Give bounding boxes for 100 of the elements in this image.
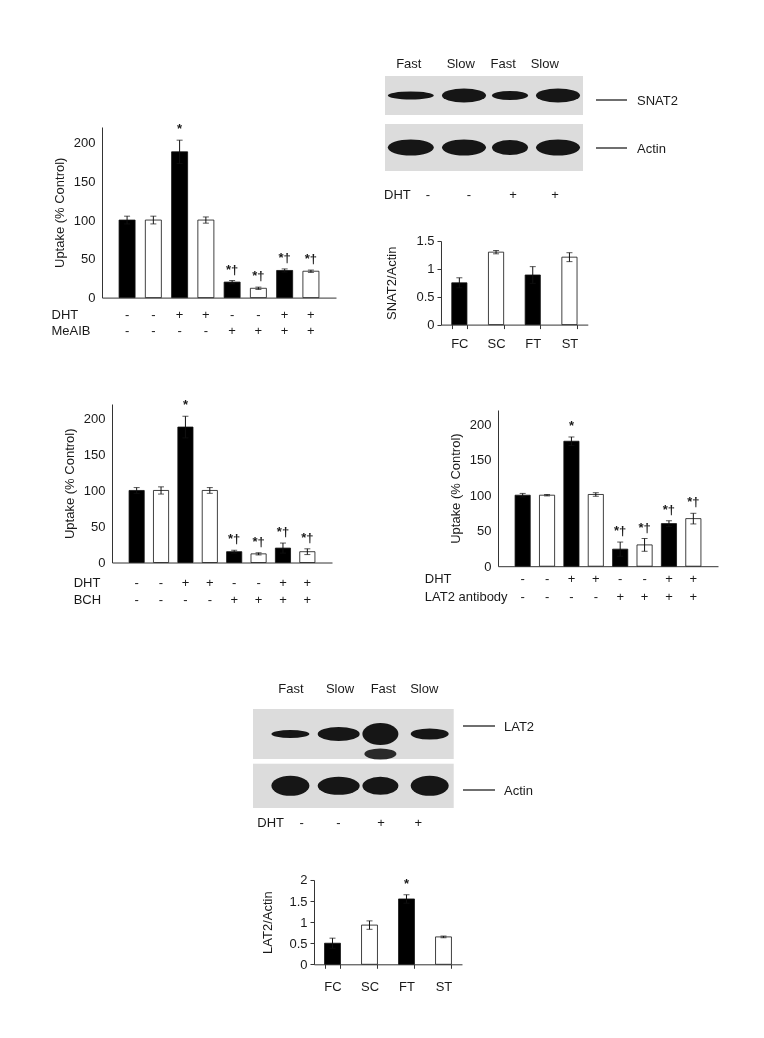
text: - — [336, 814, 341, 830]
x-tick-label: + - — [201, 306, 210, 338]
x-tick-label: + + — [280, 306, 289, 338]
y-tick-label: 1.5 — [288, 893, 307, 909]
text: + — [551, 186, 559, 202]
y-tick-label: 200 — [84, 410, 106, 426]
data-label: *† — [277, 523, 290, 539]
category-label: Slow — [530, 55, 559, 71]
y-tick-label: 50 — [80, 251, 96, 267]
text: DHT — [424, 570, 452, 586]
text: LAT2 antibody — [424, 588, 508, 604]
data-label: * — [183, 396, 190, 412]
x-tick-label: + - — [591, 570, 600, 604]
x-tick-label: + - — [567, 570, 575, 604]
x-tick-label: + + — [279, 574, 288, 606]
x-tick-label: - + — [228, 306, 236, 338]
x-tick-label: + + — [303, 574, 312, 606]
category-label: Actin — [637, 140, 666, 156]
y-tick-label: 0.5 — [288, 935, 307, 951]
y-tick-label: 100 — [73, 212, 96, 228]
text: MeAIB — [51, 322, 91, 338]
y-tick-label: 0 — [483, 558, 492, 574]
x-tick-label: + - — [175, 306, 184, 338]
y-tick-label: 1 — [299, 914, 307, 930]
x-tick-label: - + — [230, 574, 239, 606]
y-tick-label: 1 — [427, 261, 435, 277]
y-tick-label: 200 — [73, 134, 96, 150]
x-tick-label: - + — [615, 570, 624, 604]
x-tick-label: - - — [134, 574, 140, 606]
x-tick-label: + + — [664, 570, 673, 604]
data-label: *† — [252, 533, 266, 549]
category-label: Fast — [396, 55, 422, 71]
x-tick-label: FC — [323, 978, 342, 994]
y-tick-label: 0 — [427, 317, 435, 333]
x-tick-label: + - — [181, 574, 190, 606]
y-axis-title: Uptake (% Control) — [62, 427, 78, 539]
data-label: *† — [613, 523, 626, 539]
category-label: Fast — [490, 55, 516, 71]
y-axis-title: SNAT2/Actin — [384, 246, 400, 321]
data-label: *† — [225, 261, 238, 277]
data-label: *† — [686, 494, 700, 510]
category-label: Actin — [503, 782, 533, 798]
x-tick-label: - + — [640, 570, 648, 604]
data-label: *† — [251, 267, 265, 283]
x-tick-label: FT — [525, 335, 542, 351]
y-tick-label: 2 — [299, 872, 307, 888]
data-label: *† — [638, 519, 651, 535]
category-label: Slow — [446, 55, 475, 71]
text: - — [466, 186, 472, 202]
x-tick-label: - - — [124, 306, 129, 338]
category-label: Fast — [278, 680, 304, 696]
text: DHT — [74, 574, 101, 589]
data-label: * — [403, 875, 410, 891]
x-tick-label: - - — [520, 570, 525, 604]
x-tick-label: ST — [435, 978, 452, 994]
y-tick-label: 0.5 — [416, 289, 435, 305]
y-tick-label: 0 — [87, 289, 96, 305]
text: + — [509, 186, 517, 202]
x-tick-label: - - — [150, 306, 156, 338]
data-label: *† — [662, 501, 675, 517]
x-tick-label: + - — [206, 574, 214, 606]
category-label: Slow — [325, 680, 355, 696]
y-axis-title: LAT2/Actin — [259, 891, 275, 954]
x-tick-label: - - — [159, 574, 164, 606]
category-label: LAT2 — [503, 718, 535, 734]
y-tick-label: 50 — [91, 518, 106, 534]
data-label: *† — [304, 250, 317, 266]
y-tick-label: 200 — [469, 416, 492, 432]
x-tick-label: SC — [487, 335, 506, 351]
y-tick-label: 150 — [84, 446, 106, 462]
x-tick-label: - + — [255, 574, 263, 606]
y-axis-title: Uptake (% Control) — [51, 157, 67, 268]
data-label: * — [176, 120, 183, 136]
y-tick-label: 150 — [469, 452, 492, 468]
text: + — [377, 814, 385, 830]
x-tick-label: + + — [689, 570, 697, 604]
x-tick-label: FT — [398, 978, 415, 994]
text: + — [414, 814, 423, 830]
text: DHT — [257, 814, 285, 830]
data-label: *† — [301, 529, 314, 545]
text: BCH — [74, 591, 102, 606]
y-tick-label: 100 — [84, 482, 106, 498]
y-tick-label: 100 — [469, 487, 492, 503]
category-label: Slow — [410, 680, 439, 696]
y-tick-label: 150 — [73, 173, 96, 189]
category-label: SNAT2 — [637, 92, 678, 108]
x-tick-label: + + — [306, 306, 315, 338]
text: DHT — [51, 306, 78, 322]
y-tick-label: 0 — [98, 554, 106, 570]
data-label: *† — [228, 530, 241, 546]
data-label: *† — [278, 249, 291, 265]
x-tick-label: ST — [561, 335, 579, 351]
text: - — [299, 814, 304, 830]
text: - — [425, 186, 431, 202]
y-tick-label: 0 — [299, 956, 307, 972]
x-tick-label: SC — [360, 978, 379, 994]
y-tick-label: 50 — [476, 523, 492, 539]
data-label: * — [568, 418, 575, 434]
x-tick-label: - - — [544, 570, 549, 604]
x-tick-label: FC — [451, 335, 469, 351]
